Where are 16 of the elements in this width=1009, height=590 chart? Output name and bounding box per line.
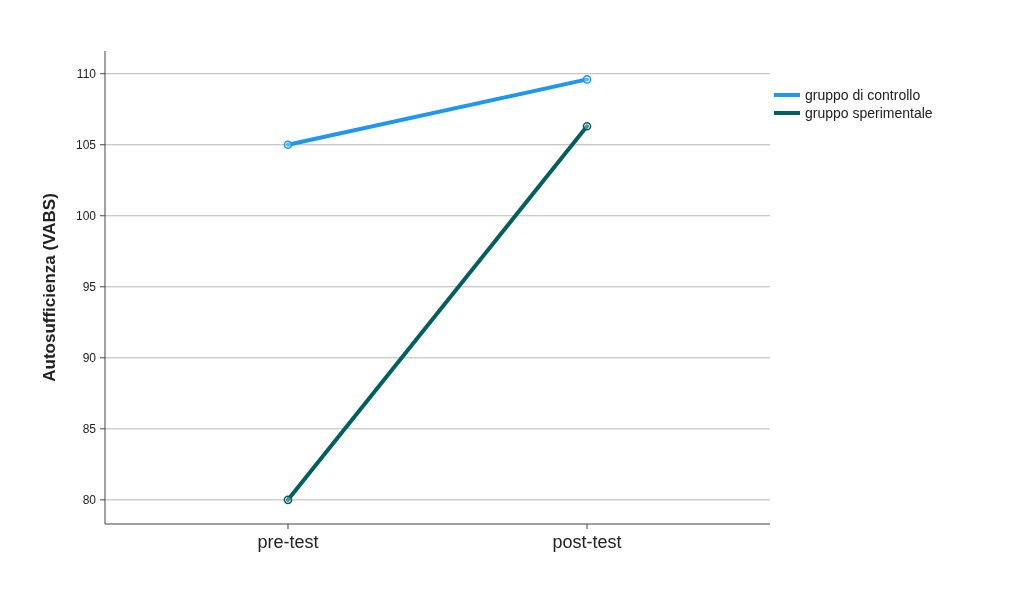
- y-tick-label: 85: [82, 422, 97, 437]
- point: [283, 140, 293, 150]
- legend-label: gruppo sperimentale: [805, 104, 933, 121]
- point: [582, 75, 592, 84]
- y-tick-label: 95: [82, 279, 97, 294]
- x-tick-label: pre-test: [257, 532, 319, 552]
- y-axis-title: Autosufficienza (VABS): [40, 193, 59, 382]
- legend-label: gruppo di controllo: [805, 86, 921, 103]
- point: [283, 495, 293, 505]
- y-tick-label: 90: [82, 351, 97, 366]
- y-tick-label: 80: [82, 493, 97, 508]
- y-tick-label: 100: [75, 208, 97, 223]
- y-tick-label: 110: [76, 66, 97, 81]
- point: [582, 121, 592, 131]
- x-tick-label: post-test: [552, 532, 622, 552]
- y-tick-label: 105: [75, 137, 97, 152]
